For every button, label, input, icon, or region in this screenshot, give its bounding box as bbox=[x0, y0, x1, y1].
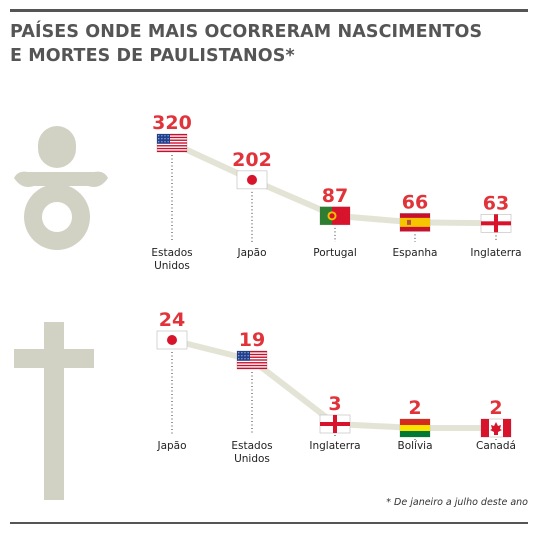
data-label: 63 bbox=[483, 192, 509, 214]
chart-title: PAÍSES ONDE MAIS OCORRERAM NASCIMENTOS E… bbox=[10, 20, 530, 68]
data-label: 2 bbox=[489, 397, 502, 419]
data-label: 2 bbox=[408, 397, 421, 419]
category-label: Estados Unidos bbox=[151, 247, 192, 272]
england-flag-icon bbox=[480, 214, 512, 233]
data-label: 66 bbox=[402, 191, 428, 213]
england-flag-icon bbox=[319, 414, 351, 434]
spain-flag-icon bbox=[399, 213, 431, 232]
usa-flag-icon bbox=[236, 350, 268, 370]
title-line-2: E MORTES DE PAULISTANOS* bbox=[10, 46, 295, 66]
births-panel: 320 Estados Unidos 202 Japão 87 Portugal 66 Espa… bbox=[151, 112, 521, 272]
cross-icon bbox=[14, 322, 94, 500]
bolivia-flag-icon bbox=[399, 418, 431, 438]
data-label: 24 bbox=[159, 309, 185, 331]
category-label: Japão bbox=[156, 440, 186, 452]
category-label: Canadá bbox=[476, 440, 516, 452]
category-label: Bolívia bbox=[397, 440, 432, 452]
deaths-panel: 24 Japão 19 Estados Unidos 3 Inglaterra 2 Bolívi… bbox=[156, 309, 516, 465]
data-label: 320 bbox=[152, 112, 192, 134]
category-label: Inglaterra bbox=[470, 247, 521, 259]
title-line-1: PAÍSES ONDE MAIS OCORRERAM NASCIMENTOS bbox=[10, 22, 483, 42]
top-rule bbox=[10, 9, 528, 12]
footnote: * De janeiro a julho deste ano bbox=[386, 497, 528, 508]
japan-flag-icon bbox=[236, 170, 268, 190]
portugal-flag-icon bbox=[319, 206, 351, 226]
category-label: Espanha bbox=[393, 247, 438, 259]
bottom-rule bbox=[10, 522, 528, 524]
category-label: Portugal bbox=[313, 247, 357, 259]
category-label: Inglaterra bbox=[309, 440, 360, 452]
data-label: 202 bbox=[232, 149, 272, 171]
japan-flag-icon bbox=[156, 330, 188, 350]
usa-flag-icon bbox=[156, 133, 188, 153]
canada-flag-icon bbox=[480, 418, 512, 438]
category-label: Estados Unidos bbox=[231, 440, 272, 465]
data-label: 87 bbox=[322, 185, 348, 207]
data-label: 3 bbox=[328, 393, 341, 415]
category-label: Japão bbox=[236, 247, 266, 259]
data-label: 19 bbox=[239, 329, 265, 351]
pacifier-icon bbox=[14, 126, 108, 251]
